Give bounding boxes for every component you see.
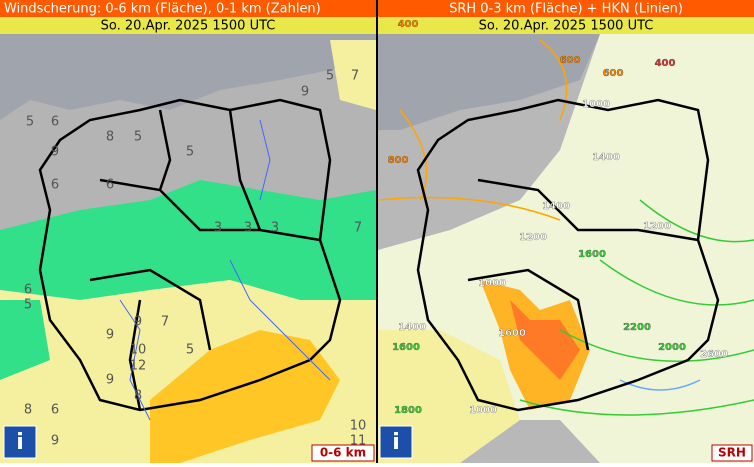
contour-label: 600 (560, 55, 581, 66)
contour-label: 1800 (394, 405, 422, 416)
contour-label: 2600 (700, 349, 728, 360)
left-map (0, 34, 376, 463)
contour-label: 1200 (643, 221, 671, 232)
contour-label: 1000 (582, 99, 610, 110)
date: So. 20.Apr. 2025 1500 UTC (101, 19, 276, 34)
contour-label: 1000 (478, 278, 506, 289)
contour-label: 1400 (542, 201, 570, 212)
map-number: 6 (51, 178, 59, 193)
map-number: 8 (24, 403, 32, 418)
legend: SRH (718, 446, 746, 460)
date-bar (378, 17, 754, 34)
map-number: 3 (214, 221, 222, 236)
legend: 0-6 km (320, 446, 366, 460)
map-number: 9 (51, 145, 59, 160)
date-bar (0, 17, 376, 34)
contour-label: 1400 (592, 152, 620, 163)
contour-label: 1600 (498, 328, 526, 339)
contour-label: 1400 (398, 322, 426, 333)
info-icon-text[interactable]: i (16, 430, 24, 455)
map-number: 11 (350, 434, 367, 449)
map-number: 8 (134, 389, 142, 404)
map-number: 10 (130, 343, 147, 358)
map-number: 5 (134, 130, 142, 145)
header-bar (0, 0, 376, 17)
header-bar (378, 0, 754, 17)
map-number: 3 (271, 221, 279, 236)
map-number: 7 (351, 69, 359, 84)
info-icon[interactable] (379, 425, 413, 459)
map-number: 5 (186, 343, 194, 358)
map-number: 3 (244, 221, 252, 236)
contour-label: 2200 (623, 322, 651, 333)
map-number: 6 (51, 115, 59, 130)
map-number: 5 (26, 115, 34, 130)
contour-label: 800 (388, 155, 409, 166)
contour-label: 600 (603, 68, 624, 79)
info-icon-text[interactable]: i (392, 430, 400, 455)
title: SRH 0-3 km (Fläche) + HKN (Linien) (449, 2, 683, 17)
contour-label: 1600 (578, 249, 606, 260)
map-number: 7 (354, 221, 362, 236)
map-number: 6 (106, 178, 114, 193)
legend-box (311, 444, 375, 462)
map-number: 5 (186, 145, 194, 160)
map-number: 9 (301, 85, 309, 100)
contour-label: 2000 (658, 342, 686, 353)
map-number: 5 (24, 298, 32, 313)
map-number: 10 (350, 419, 367, 434)
contour-label: 1000 (469, 405, 497, 416)
contour-label: 400 (655, 58, 676, 69)
info-icon[interactable] (3, 425, 37, 459)
map-number: 6 (24, 283, 32, 298)
contour-label: 400 (398, 19, 419, 30)
map-number: 9 (51, 434, 59, 449)
map-number: 12 (130, 359, 147, 374)
map-number: 5 (326, 69, 334, 84)
map-number: 6 (51, 403, 59, 418)
date: So. 20.Apr. 2025 1500 UTC (479, 19, 654, 34)
map-number: 9 (134, 315, 142, 330)
map-number: 9 (106, 328, 114, 343)
contour-label: 1600 (392, 342, 420, 353)
map-number: 9 (106, 373, 114, 388)
map-number: 7 (161, 315, 169, 330)
right-map (378, 34, 754, 463)
map-number: 8 (106, 130, 114, 145)
title: Windscherung: 0-6 km (Fläche), 0-1 km (Z… (4, 2, 321, 17)
legend-box (711, 444, 753, 462)
contour-label: 1200 (519, 232, 547, 243)
